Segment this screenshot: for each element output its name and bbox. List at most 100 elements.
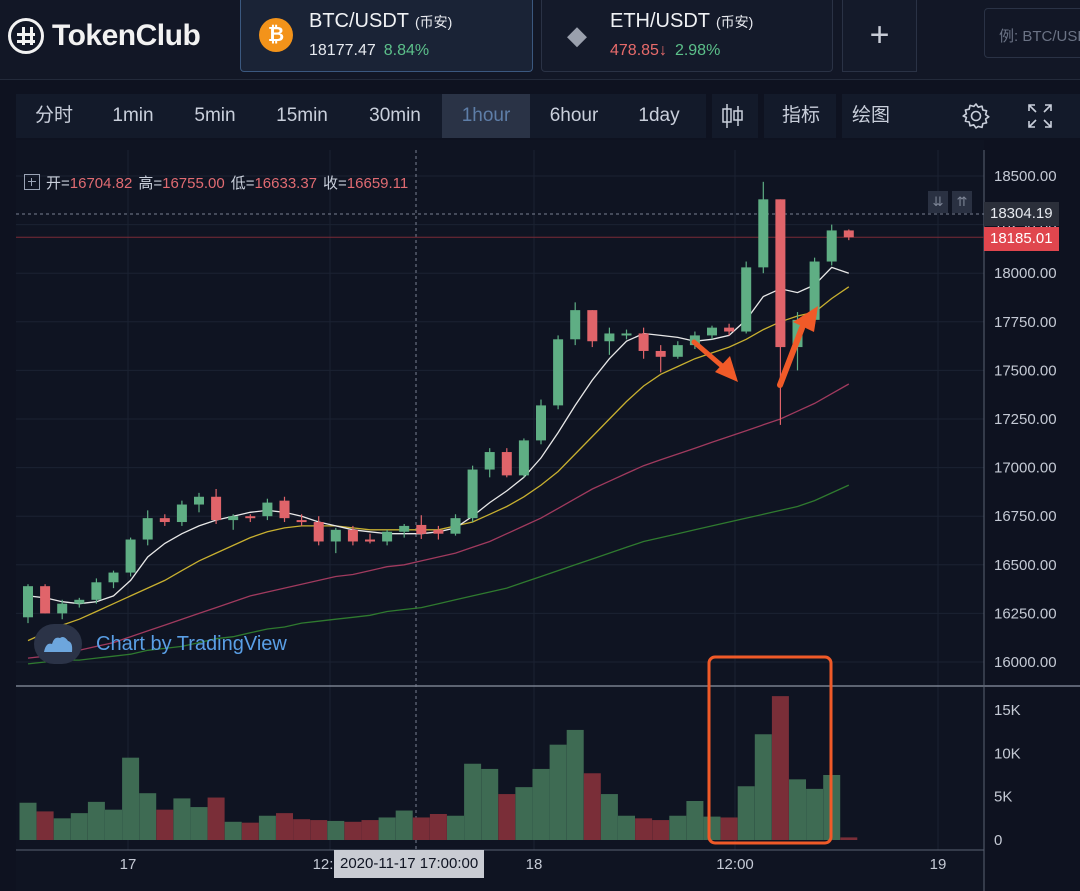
high-label: 高= — [138, 175, 163, 192]
volume-bar — [686, 801, 704, 840]
candle-down — [587, 310, 598, 342]
volume-tick-label: 0 — [994, 832, 1002, 849]
candle-down — [655, 350, 666, 357]
ma-slow-line — [27, 383, 850, 659]
volume-bar — [173, 798, 191, 840]
volume-bar — [635, 818, 653, 840]
close-value: 16659.11 — [346, 175, 409, 192]
logo[interactable]: TokenClub — [8, 16, 201, 56]
candles — [23, 181, 854, 624]
ohlc-legend: 开=16704.82 高=16755.00 低=16633.37 收=16659.11 — [24, 172, 414, 193]
open-value: 16704.82 — [69, 175, 133, 192]
close-label: 收= — [323, 175, 347, 192]
gear-glyph — [962, 103, 990, 129]
candle-up — [570, 310, 581, 340]
volume-bar — [464, 763, 482, 840]
time-tick-label: 17 — [120, 856, 137, 873]
interval-6hour[interactable]: 6hour — [549, 105, 599, 126]
time-tick-label: 18 — [526, 856, 543, 873]
high-value: 16755.00 — [162, 175, 225, 192]
candle-up — [809, 261, 820, 320]
candle-up — [399, 525, 410, 532]
volume-bar — [53, 818, 71, 840]
candle-down — [843, 230, 854, 238]
fullscreen-glyph — [1028, 104, 1052, 128]
candle-up — [604, 333, 615, 342]
plus-icon: + — [869, 16, 890, 54]
pair-symbol: BTC/USDT — [309, 10, 409, 32]
volume-bar — [566, 729, 584, 840]
price-tick-label: 17500.00 — [994, 362, 1057, 379]
volume-bar — [498, 794, 516, 840]
volume-bar — [378, 817, 396, 840]
candle-down — [638, 333, 649, 351]
candle-down — [159, 518, 170, 523]
up-arrow-head — [793, 306, 818, 332]
pair-symbol: ETH/USDT — [610, 10, 710, 32]
candle-up — [672, 345, 683, 357]
candle-up — [194, 496, 204, 505]
drawing-button[interactable]: 绘图 — [851, 105, 890, 126]
candle-down — [347, 529, 358, 542]
candle-up — [518, 440, 529, 476]
add-pair-button[interactable]: + — [842, 0, 917, 72]
volume-bar — [276, 813, 293, 840]
candlestick-glyph — [722, 103, 743, 128]
interval-toolbar: 分时 1min 5min 15min 30min 1hour 6hour 1da… — [16, 94, 1080, 138]
indicators-button[interactable]: 指标 — [781, 105, 820, 126]
volume-bar — [310, 820, 328, 840]
gear-icon[interactable] — [954, 94, 998, 138]
ma-long-line — [27, 484, 850, 665]
volume-bar — [327, 820, 345, 840]
candle-up — [758, 199, 769, 268]
candlestick-icon[interactable] — [712, 94, 752, 138]
interval-tick[interactable]: 分时 — [34, 105, 73, 126]
volume-bar — [618, 815, 635, 840]
price-tick-label: 18000.00 — [994, 265, 1057, 282]
volume-tick-label: 15K — [994, 702, 1021, 719]
interval-1day[interactable]: 1day — [638, 105, 680, 126]
candle-up — [228, 516, 239, 521]
candle-up — [707, 327, 717, 336]
ethereum-icon: ◆ — [567, 19, 587, 50]
interval-30min[interactable]: 30min — [369, 105, 421, 126]
interval-5min[interactable]: 5min — [194, 105, 236, 126]
tradingview-watermark[interactable]: Chart by TradingView — [34, 624, 287, 664]
price-tick-label: 16500.00 — [994, 557, 1057, 574]
candle-down — [365, 539, 375, 542]
top-bar: TokenClub ₿ BTC/USDT (币安) 18177.47 8.84% ◆… — [0, 0, 1080, 80]
expand-icon[interactable] — [24, 174, 40, 190]
volume-bar — [549, 744, 567, 840]
logo-text: TokenClub — [52, 19, 201, 52]
volume-bar — [447, 815, 464, 840]
down-arrow-head — [715, 356, 738, 382]
volume-bar — [652, 820, 670, 840]
volume-bar — [344, 821, 362, 840]
volume-bar — [429, 814, 447, 840]
tab-btc-usdt[interactable]: ₿ BTC/USDT (币安) 18177.47 8.84% — [240, 0, 533, 72]
candle-down — [313, 522, 324, 542]
candle-up — [176, 504, 187, 523]
interval-15min[interactable]: 15min — [276, 105, 328, 126]
pair-exchange: (币安) — [415, 14, 453, 30]
candle-up — [382, 531, 393, 542]
scale-down-icon[interactable]: ⇊ — [928, 191, 948, 213]
candle-up — [108, 572, 119, 583]
annotations — [691, 306, 833, 845]
candle-up — [741, 267, 752, 332]
volume-bars — [19, 696, 858, 840]
interval-1min[interactable]: 1min — [112, 105, 154, 126]
candle-down — [416, 524, 427, 534]
candle-up — [621, 333, 632, 336]
fullscreen-icon[interactable] — [1018, 94, 1062, 138]
scale-up-icon[interactable]: ⇈ — [952, 191, 972, 213]
tab-eth-usdt[interactable]: ◆ ETH/USDT (币安) 478.85↓ 2.98% — [541, 0, 833, 72]
volume-bar — [241, 822, 259, 840]
open-label: 开= — [46, 175, 70, 192]
search-input[interactable]: 例: BTC/USDT — [984, 8, 1080, 58]
candle-up — [57, 603, 68, 614]
volume-bar — [515, 787, 533, 840]
interval-1hour[interactable]: 1hour — [442, 94, 530, 138]
candle-up — [74, 599, 85, 604]
